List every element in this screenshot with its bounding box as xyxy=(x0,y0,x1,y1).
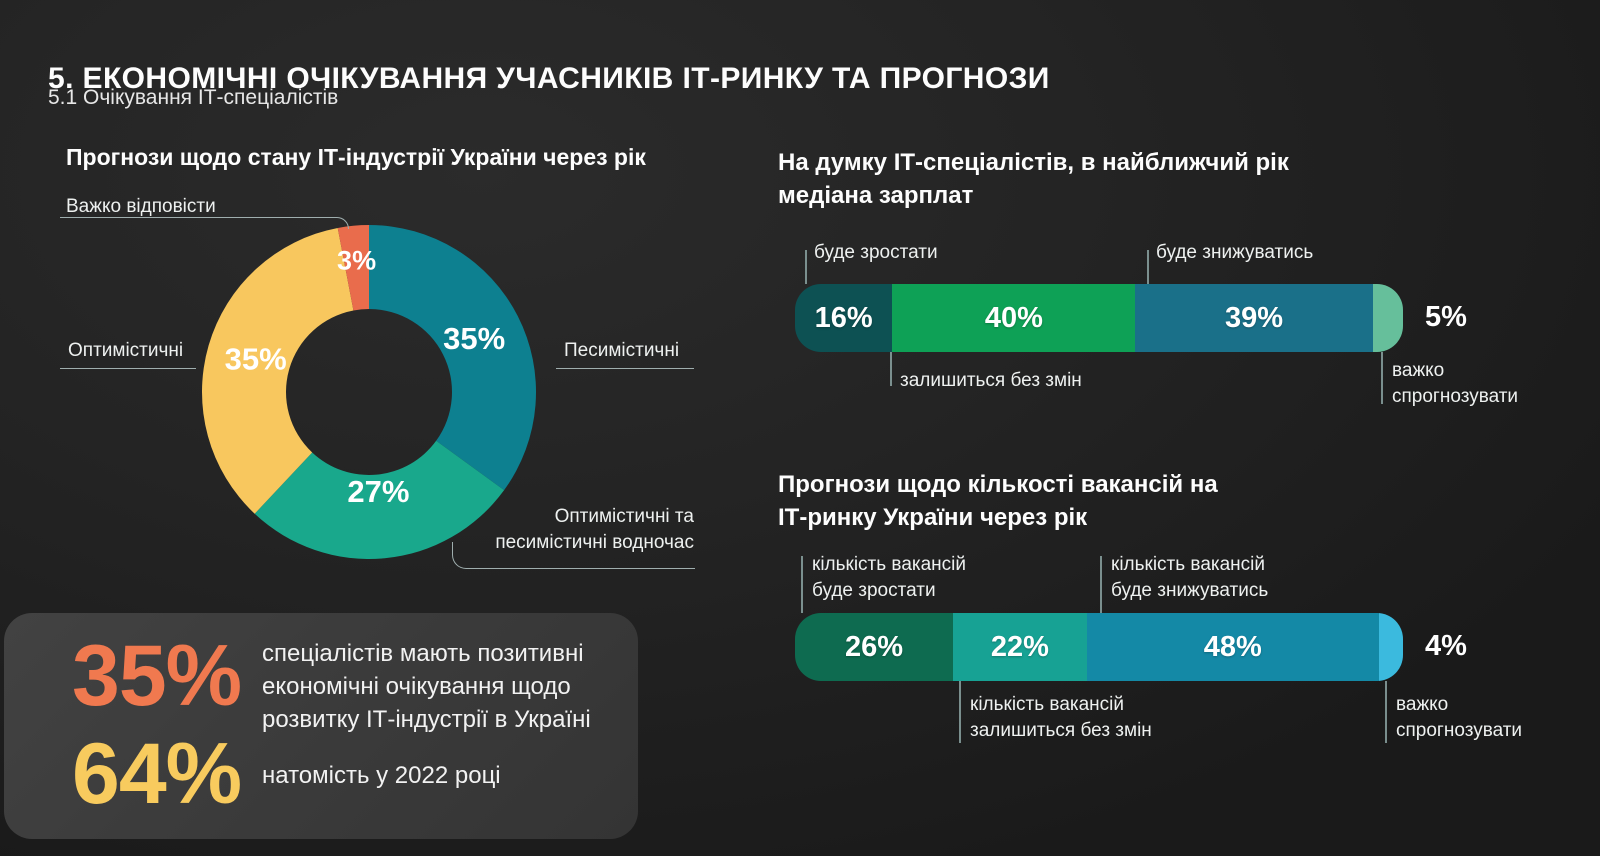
donut-callout-pessimistic: Песимістичні xyxy=(564,340,680,361)
salary-tick-same xyxy=(890,352,892,386)
vacancies-callout-same: кількість вакансій залишиться без змін xyxy=(970,694,1152,741)
bar-segment-2: 22% xyxy=(953,613,1087,681)
bar-segment-value: 39% xyxy=(1224,301,1284,334)
donut-segment-1 xyxy=(369,225,536,491)
donut-leader-optimistic xyxy=(60,354,196,369)
salary-tick-decline xyxy=(1147,250,1149,284)
donut-segment-value: 35% xyxy=(225,342,287,377)
vacancies-tick-hard xyxy=(1385,681,1387,743)
vacancies-outside-value: 4% xyxy=(1425,630,1467,662)
vacancies-tick-same xyxy=(959,681,961,743)
bar-segment-1: 16% xyxy=(795,284,893,352)
salary-tick-hard xyxy=(1381,352,1383,404)
bar-segment-value: 16% xyxy=(814,301,873,334)
donut-segment-4 xyxy=(337,225,369,311)
donut-segment-2 xyxy=(254,440,505,559)
salary-callout-grow: буде зростати xyxy=(814,242,938,263)
donut-leader-pessimistic xyxy=(556,354,694,369)
stat-1-text: спеціалістів мають позитивні економічні … xyxy=(262,640,591,733)
donut-chart: 35% 27% 35% 3% xyxy=(202,225,536,559)
vacancies-callout-hard: важко спрогнозувати xyxy=(1396,694,1523,741)
bar-segment-4 xyxy=(1372,284,1403,352)
donut-segment-3 xyxy=(202,227,354,514)
page-title: 5. ЕКОНОМІЧНІ ОЧІКУВАННЯ УЧАСНИКІВ ІТ-РИ… xyxy=(48,62,1050,96)
salary-tick-grow xyxy=(805,250,807,284)
stat-2-value: 64% xyxy=(72,726,242,822)
summary-box: 35% спеціалістів мають позитивні економі… xyxy=(4,613,638,839)
salary-callout-decline: буде знижуватись xyxy=(1156,242,1314,263)
stat-1-value: 35% xyxy=(72,628,242,724)
donut-segment-value: 35% xyxy=(443,321,505,356)
donut-segment-value: 27% xyxy=(347,474,409,509)
bar-segment-value: 22% xyxy=(990,630,1049,663)
salary-callout-same: залишиться без змін xyxy=(900,370,1082,391)
vacancies-callout-decline: кількість вакансій буде знижуватись xyxy=(1111,554,1269,601)
bar-segment-value: 48% xyxy=(1203,630,1262,663)
bar-segment-value: 40% xyxy=(984,301,1043,334)
bar-segment-3: 39% xyxy=(1135,284,1373,352)
stat-2-text: натомість у 2022 році xyxy=(262,762,501,789)
donut-callout-optimistic: Оптимістичні xyxy=(68,340,184,361)
donut-segment-value: 3% xyxy=(337,246,376,276)
donut-leader-difficult xyxy=(60,217,349,229)
vacancies-stacked-bar: 26% 22% 48% xyxy=(795,613,1403,681)
bar-segment-3: 48% xyxy=(1086,613,1379,681)
salary-callout-hard: важко спрогнозувати xyxy=(1392,360,1519,407)
donut-callout-difficult: Важко відповісти xyxy=(66,196,216,217)
bar-segment-1: 26% xyxy=(795,613,954,681)
vacancies-chart-title: Прогнози щодо кількості вакансій на ІТ-р… xyxy=(778,471,1218,531)
salary-chart-title: На думку ІТ-спеціалістів, в найближчий р… xyxy=(778,149,1289,209)
salary-stacked-bar: 16% 40% 39% xyxy=(795,284,1403,352)
donut-callout-mixed: Оптимістичні та песимістичні водночас xyxy=(495,506,694,553)
page-subtitle: 5.1 Очікування ІТ-спеціалістів xyxy=(48,86,339,109)
bar-segment-4 xyxy=(1378,613,1403,681)
vacancies-callout-grow: кількість вакансій буде зростати xyxy=(812,554,967,601)
bar-segment-value: 26% xyxy=(845,630,904,663)
donut-chart-title: Прогнози щодо стану ІТ-індустрії України… xyxy=(66,144,646,170)
bar-segment-2: 40% xyxy=(892,284,1136,352)
vacancies-tick-grow xyxy=(801,556,803,613)
donut-leader-mixed xyxy=(452,542,695,569)
salary-outside-value: 5% xyxy=(1425,301,1467,333)
vacancies-tick-decline xyxy=(1100,556,1102,613)
